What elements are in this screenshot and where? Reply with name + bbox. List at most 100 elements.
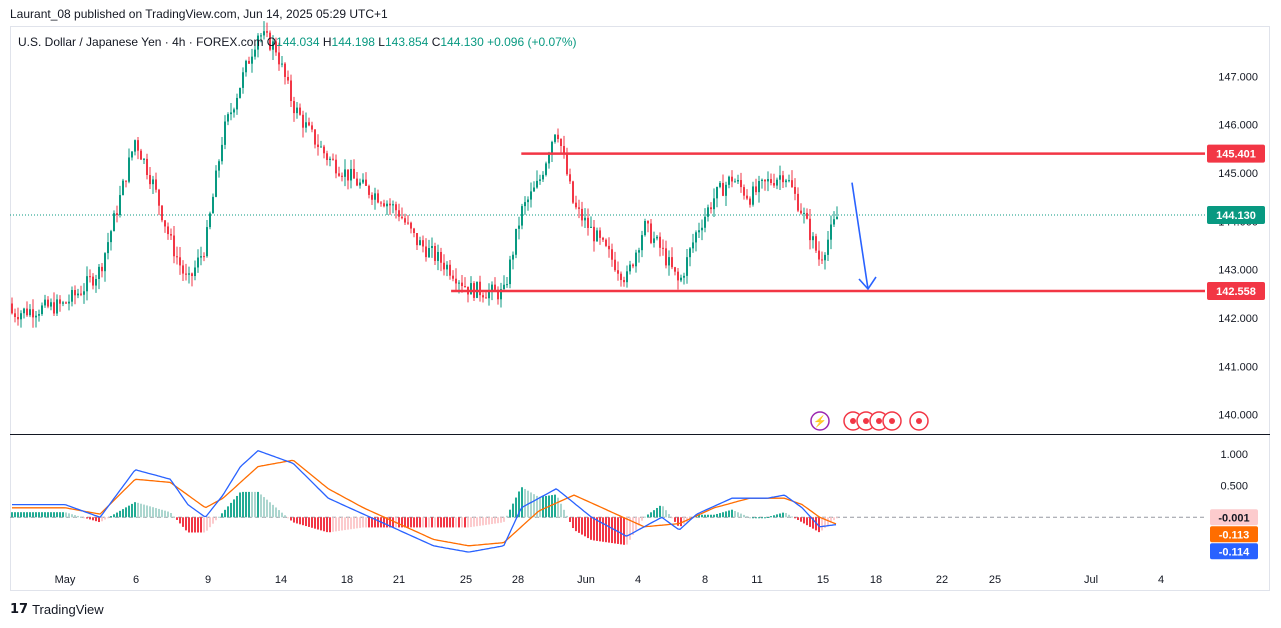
candle-body	[719, 182, 721, 187]
macd-histogram-bar	[158, 508, 160, 518]
macd-histogram-bar	[560, 503, 562, 518]
macd-histogram-bar	[143, 504, 145, 518]
macd-histogram-bar	[509, 509, 511, 518]
candle-body	[500, 289, 502, 300]
candle-body	[647, 221, 649, 224]
price-tick-label: 147.000	[1218, 71, 1258, 83]
open-value: 144.034	[276, 35, 320, 49]
candle-body	[638, 250, 640, 253]
macd-histogram-bar	[479, 517, 481, 526]
macd-histogram-bar	[119, 510, 121, 518]
macd-value-label-bg	[1210, 543, 1258, 560]
macd-histogram-bar	[155, 508, 157, 518]
macd-histogram-bar	[179, 517, 181, 524]
candle-body	[371, 194, 373, 200]
candle-body	[32, 309, 34, 318]
macd-histogram-bar	[473, 517, 475, 527]
candle-body	[800, 210, 802, 214]
candle-body	[122, 180, 124, 196]
candle-body	[215, 170, 217, 197]
candle-body	[803, 212, 805, 214]
macd-histogram-bar	[359, 517, 361, 528]
date-tick-label: Jul	[1084, 574, 1098, 586]
candle-body	[62, 302, 64, 304]
candle-body	[458, 282, 460, 284]
macd-histogram-bar	[218, 516, 220, 518]
candle-body	[302, 114, 304, 128]
macd-histogram-bar	[278, 510, 280, 518]
publisher-line: Laurant_08 published on TradingView.com,…	[10, 7, 388, 21]
candle-body	[179, 257, 181, 266]
candle-body	[749, 198, 751, 205]
macd-histogram-bar	[83, 517, 85, 519]
candle-body	[704, 216, 706, 228]
candle-body	[119, 195, 121, 216]
candle-body	[524, 202, 526, 207]
candle-body	[725, 184, 727, 196]
candle-body	[134, 140, 136, 152]
candle-body	[272, 41, 274, 50]
candle-body	[257, 35, 259, 50]
macd-histogram-bar	[347, 517, 349, 530]
candle-body	[683, 275, 685, 278]
candle-body	[113, 213, 115, 232]
macd-histogram-bar	[638, 517, 640, 526]
candle-body	[779, 175, 781, 180]
candle-body	[314, 129, 316, 145]
macd-histogram-bar	[590, 517, 592, 540]
macd-histogram-bar	[557, 497, 559, 518]
macd-histogram-bar	[710, 514, 712, 518]
candle-body	[350, 168, 352, 181]
candle-body	[443, 262, 445, 270]
macd-histogram-bar	[536, 495, 538, 518]
candle-body	[251, 56, 253, 64]
high-label: H	[322, 35, 332, 49]
macd-histogram-bar	[581, 517, 583, 535]
macd-histogram-bar	[53, 512, 55, 518]
macd-histogram-bar	[317, 517, 319, 530]
candle-body	[581, 208, 583, 221]
candle-body	[560, 139, 562, 147]
macd-histogram-bar	[620, 517, 622, 545]
price-tick-label: 143.000	[1218, 265, 1258, 277]
candle-body	[59, 299, 61, 304]
macd-histogram-bar	[26, 512, 28, 518]
macd-histogram-bar	[812, 517, 814, 529]
candle-body	[158, 189, 160, 206]
macd-histogram-bar	[608, 517, 610, 543]
macd-histogram-bar	[458, 517, 460, 528]
macd-histogram-bar	[140, 503, 142, 518]
macd-histogram-bar	[398, 517, 400, 528]
macd-histogram-bar	[464, 517, 466, 528]
candle-body	[548, 154, 550, 164]
candle-body	[254, 49, 256, 57]
macd-histogram-bar	[470, 517, 472, 528]
candle-body	[416, 233, 418, 246]
candle-body	[266, 31, 268, 33]
candle-body	[461, 282, 463, 287]
macd-histogram-bar	[491, 517, 493, 525]
macd-histogram-bar	[413, 517, 415, 528]
candle-body	[287, 76, 289, 81]
macd-histogram-bar	[89, 517, 91, 520]
candle-body	[395, 204, 397, 211]
macd-histogram-bar	[824, 517, 826, 528]
candle-body	[659, 236, 661, 248]
date-tick-label: 18	[341, 574, 353, 586]
macd-histogram-bar	[275, 507, 277, 518]
candle-body	[755, 186, 757, 193]
candle-body	[194, 267, 196, 277]
macd-histogram-bar	[731, 509, 733, 518]
candle-body	[644, 221, 646, 236]
footer-brand[interactable]: 𝟭𝟳 TradingView	[10, 602, 104, 617]
candle-body	[419, 240, 421, 246]
candle-body	[338, 173, 340, 176]
date-tick-label: 21	[393, 574, 405, 586]
candle-body	[11, 303, 13, 314]
macd-histogram-bar	[161, 509, 163, 518]
macd-histogram-bar	[782, 512, 784, 518]
candle-body	[662, 247, 664, 249]
candle-body	[323, 146, 325, 154]
macd-histogram-bar	[173, 516, 175, 518]
